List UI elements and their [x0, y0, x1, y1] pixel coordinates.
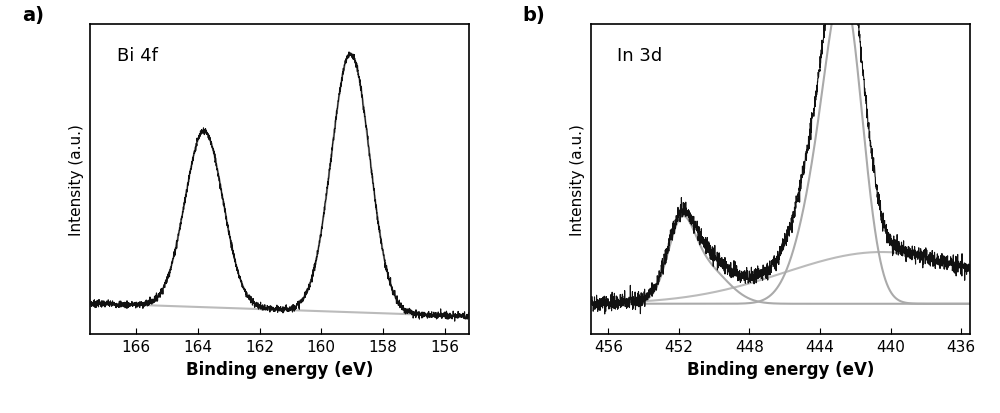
Text: b): b) — [522, 6, 545, 25]
X-axis label: Binding energy (eV): Binding energy (eV) — [186, 360, 373, 378]
Y-axis label: Intensity (a.u.): Intensity (a.u.) — [69, 124, 84, 235]
Text: In 3d: In 3d — [617, 47, 662, 64]
Text: a): a) — [22, 6, 44, 25]
X-axis label: Binding energy (eV): Binding energy (eV) — [687, 360, 874, 378]
Y-axis label: Intensity (a.u.): Intensity (a.u.) — [570, 124, 585, 235]
Text: Bi 4f: Bi 4f — [117, 47, 157, 64]
